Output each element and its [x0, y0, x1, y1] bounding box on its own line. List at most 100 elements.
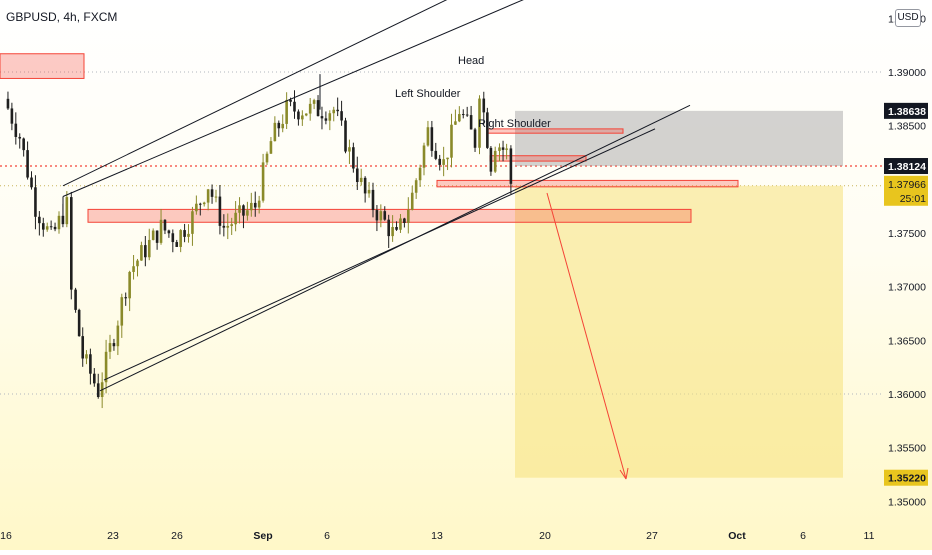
price-tag-countdown: 25:01	[900, 193, 926, 205]
candle-body	[418, 167, 422, 181]
candle-body	[454, 121, 457, 125]
candle-body	[34, 187, 37, 217]
candle-body	[214, 196, 218, 198]
candle-body	[222, 225, 226, 228]
candle-body	[489, 147, 493, 172]
time-tick-label: 20	[539, 530, 551, 542]
channel-upper-line	[62, 0, 524, 197]
time-tick-label: 26	[171, 530, 183, 542]
candle-body	[498, 147, 501, 151]
channel-upper-line-2	[62, 0, 448, 187]
candle-body	[10, 108, 14, 124]
candle-body	[206, 189, 210, 203]
candle-body	[85, 354, 88, 359]
channel-lower-line	[99, 104, 691, 392]
price-tick-label: 1.38500	[888, 121, 926, 133]
candle-body	[363, 177, 367, 194]
price-tick-label: 1.36500	[888, 335, 926, 347]
candle-body	[422, 145, 426, 168]
candle-body	[89, 354, 92, 374]
projection-arrow	[546, 192, 627, 480]
candle-body	[371, 189, 375, 211]
candle-body	[74, 289, 77, 310]
price-tag-last-bg	[884, 175, 928, 206]
candle-body	[144, 245, 147, 258]
candle-body	[26, 150, 29, 178]
candle-body	[116, 325, 120, 347]
candle-body	[482, 98, 486, 113]
candle-body	[473, 129, 477, 148]
label-left-shoulder: Left Shoulder	[395, 88, 461, 100]
label-right-shoulder: Right Shoulder	[478, 118, 551, 130]
candle-body	[136, 260, 139, 267]
candle-body	[281, 123, 285, 129]
candle-body	[140, 245, 143, 261]
candle-body	[450, 124, 453, 158]
price-tick-label: 1.36000	[888, 389, 926, 401]
time-tick-label: 27	[646, 530, 658, 542]
price-tag-target: 1.35220	[888, 473, 926, 485]
candle-body	[426, 127, 430, 146]
candle-body	[403, 218, 406, 223]
candle-body	[297, 111, 300, 120]
candle-body	[320, 116, 324, 119]
candle-body	[163, 219, 167, 231]
candle-body	[226, 225, 230, 228]
candle-body	[265, 153, 269, 163]
stop-zone	[515, 110, 843, 167]
candle-layer	[6, 90, 513, 409]
candle-body	[379, 211, 383, 221]
candle-body	[120, 297, 124, 326]
grid-layer	[0, 71, 883, 395]
candle-body	[53, 226, 57, 230]
price-tick-label: 1.39000	[888, 67, 926, 79]
candle-body	[93, 373, 96, 384]
candle-body	[183, 230, 186, 237]
price-tick-label: 1.37000	[888, 282, 926, 294]
candle-body	[18, 136, 22, 139]
time-tick-label: 6	[800, 530, 806, 542]
symbol-label: GBPUSD, 4h, FXCM	[6, 10, 118, 24]
candle-body	[469, 115, 473, 130]
candle-body	[348, 147, 351, 152]
time-tick-label: Oct	[728, 530, 746, 542]
time-tick-label: 13	[431, 530, 443, 542]
candle-body	[367, 189, 371, 194]
candle-body	[191, 211, 194, 234]
support-zone-short	[436, 179, 739, 188]
candle-body	[124, 297, 128, 299]
time-tick-label: 23	[107, 530, 119, 542]
candle-body	[41, 223, 45, 230]
candle-body	[289, 99, 292, 102]
candle-body	[179, 230, 182, 247]
candle-body	[434, 150, 438, 159]
candle-body	[387, 219, 390, 237]
candle-body	[391, 227, 394, 237]
candle-body	[250, 202, 253, 211]
candle-body	[202, 202, 206, 205]
candle-body	[14, 123, 18, 137]
candle-body	[312, 100, 316, 104]
candle-body	[465, 114, 469, 116]
time-tick-label: 16	[0, 530, 12, 542]
candle-body	[65, 197, 69, 225]
candle-body	[438, 158, 442, 165]
candle-body	[505, 148, 508, 150]
candle-body	[493, 150, 497, 172]
candle-body	[395, 227, 398, 230]
candle-body	[175, 242, 179, 247]
time-axis: 16 23 26 Sep 6 13 20 27 Oct 6 11	[0, 530, 874, 542]
candle-body	[324, 118, 328, 121]
candle-body	[336, 109, 339, 112]
candle-body	[461, 114, 465, 116]
currency-badge[interactable]: USD	[895, 9, 921, 27]
candle-body	[458, 114, 461, 122]
shoulder-mid-zone	[489, 155, 587, 162]
candle-body	[159, 219, 163, 243]
candle-body	[273, 122, 277, 142]
candle-body	[446, 157, 449, 160]
candle-body	[242, 205, 245, 216]
price-tick-label: 1.35500	[888, 443, 926, 455]
